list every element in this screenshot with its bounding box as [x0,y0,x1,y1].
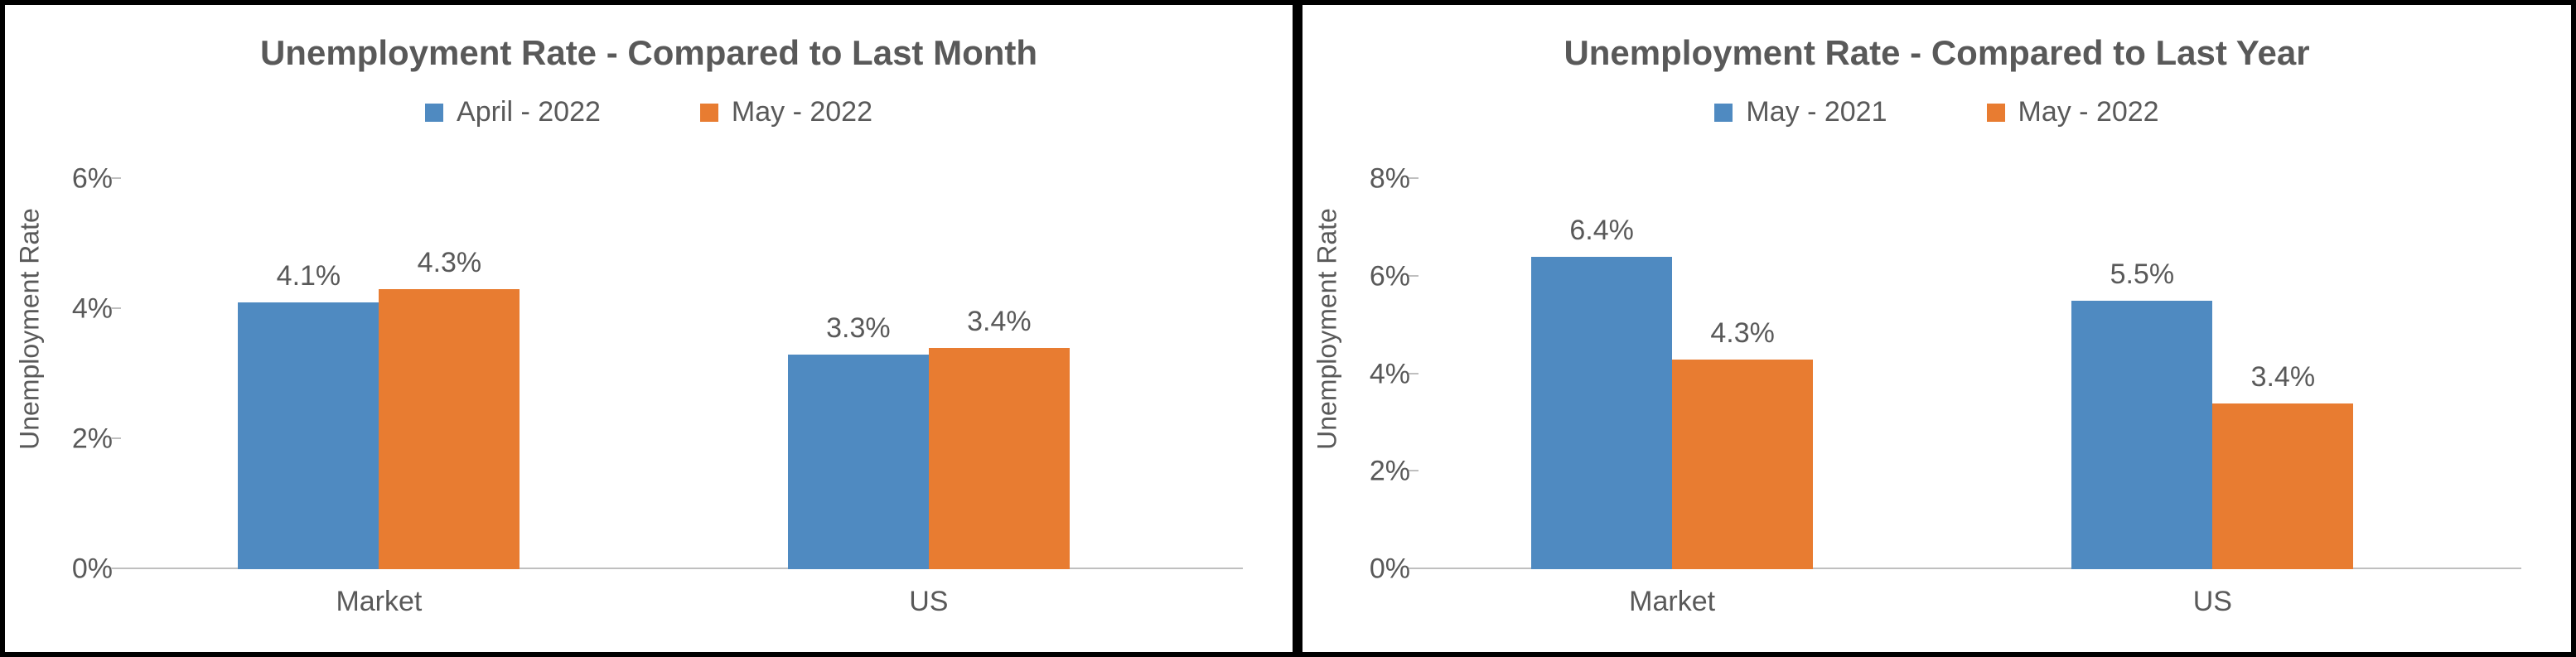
y-axis-label: Unemployment Rate [15,208,46,450]
y-tick-label: 0% [1327,553,1410,586]
y-tick-mark [1409,177,1418,179]
y-tick-label: 6% [1327,260,1410,292]
y-tick-label: 2% [30,423,113,456]
plot: 0%2%4%6%4.1%4.3%Market3.3%3.4%US [121,179,1243,569]
legend-swatch-icon [700,104,718,122]
legend-swatch-icon [1714,104,1733,122]
bar: 3.4% [929,348,1070,569]
bar: 4.1% [238,302,379,569]
y-tick-mark [111,437,121,439]
legend-item: May - 2022 [700,96,872,128]
bar-group: 4.1%4.3%Market [238,179,520,569]
legend-swatch-icon [1987,104,2005,122]
chart-panel-year: Unemployment Rate - Compared to Last Yea… [1298,0,2576,657]
bar: 4.3% [379,289,520,569]
category-label: US [2193,586,2232,618]
y-tick-label: 2% [1327,456,1410,488]
bar: 4.3% [1672,360,1813,569]
bar: 3.4% [2212,403,2353,569]
y-tick-mark [1409,373,1418,374]
y-axis-label: Unemployment Rate [1312,208,1343,450]
y-tick-label: 6% [30,163,113,196]
bar-group: 5.5%3.4%US [2071,179,2353,569]
legend-swatch-icon [425,104,443,122]
y-tick-mark [111,568,121,569]
legend-label: May - 2022 [732,96,872,128]
legend-label: April - 2022 [457,96,601,128]
y-tick-mark [1409,568,1418,569]
chart-title: Unemployment Rate - Compared to Last Mon… [5,5,1293,73]
category-label: Market [336,586,422,618]
chart-title: Unemployment Rate - Compared to Last Yea… [1302,5,2571,73]
legend-label: May - 2021 [1746,96,1887,128]
bar-data-label: 3.3% [826,312,891,345]
chart-legend: April - 2022 May - 2022 [5,96,1293,128]
y-tick-label: 8% [1327,163,1410,196]
y-tick-label: 4% [1327,358,1410,390]
bar-data-label: 4.3% [418,247,482,279]
y-tick-mark [111,307,121,309]
bar: 6.4% [1531,257,1672,569]
chart-plot-area: 0%2%4%6%8%6.4%4.3%Market5.5%3.4%US [1418,179,2521,569]
bar-group: 3.3%3.4%US [788,179,1070,569]
bar-data-label: 3.4% [967,306,1032,338]
legend-item: May - 2021 [1714,96,1887,128]
bar: 5.5% [2071,301,2212,569]
category-label: US [909,586,948,618]
legend-item: April - 2022 [425,96,601,128]
bar-group: 6.4%4.3%Market [1531,179,1813,569]
plot: 0%2%4%6%8%6.4%4.3%Market5.5%3.4%US [1418,179,2521,569]
bar: 3.3% [788,355,929,569]
category-label: Market [1629,586,1715,618]
chart-panel-month: Unemployment Rate - Compared to Last Mon… [0,0,1298,657]
y-tick-label: 4% [30,293,113,326]
bar-data-label: 6.4% [1569,215,1634,247]
bar-data-label: 5.5% [2110,258,2175,291]
bar-data-label: 4.3% [1710,317,1775,350]
y-tick-label: 0% [30,553,113,586]
y-tick-mark [1409,275,1418,277]
legend-item: May - 2022 [1987,96,2159,128]
chart-legend: May - 2021 May - 2022 [1302,96,2571,128]
chart-plot-area: 0%2%4%6%4.1%4.3%Market3.3%3.4%US [121,179,1243,569]
legend-label: May - 2022 [2018,96,2159,128]
bar-data-label: 3.4% [2251,361,2316,394]
y-tick-mark [111,177,121,179]
bar-data-label: 4.1% [277,260,341,292]
y-tick-mark [1409,470,1418,471]
